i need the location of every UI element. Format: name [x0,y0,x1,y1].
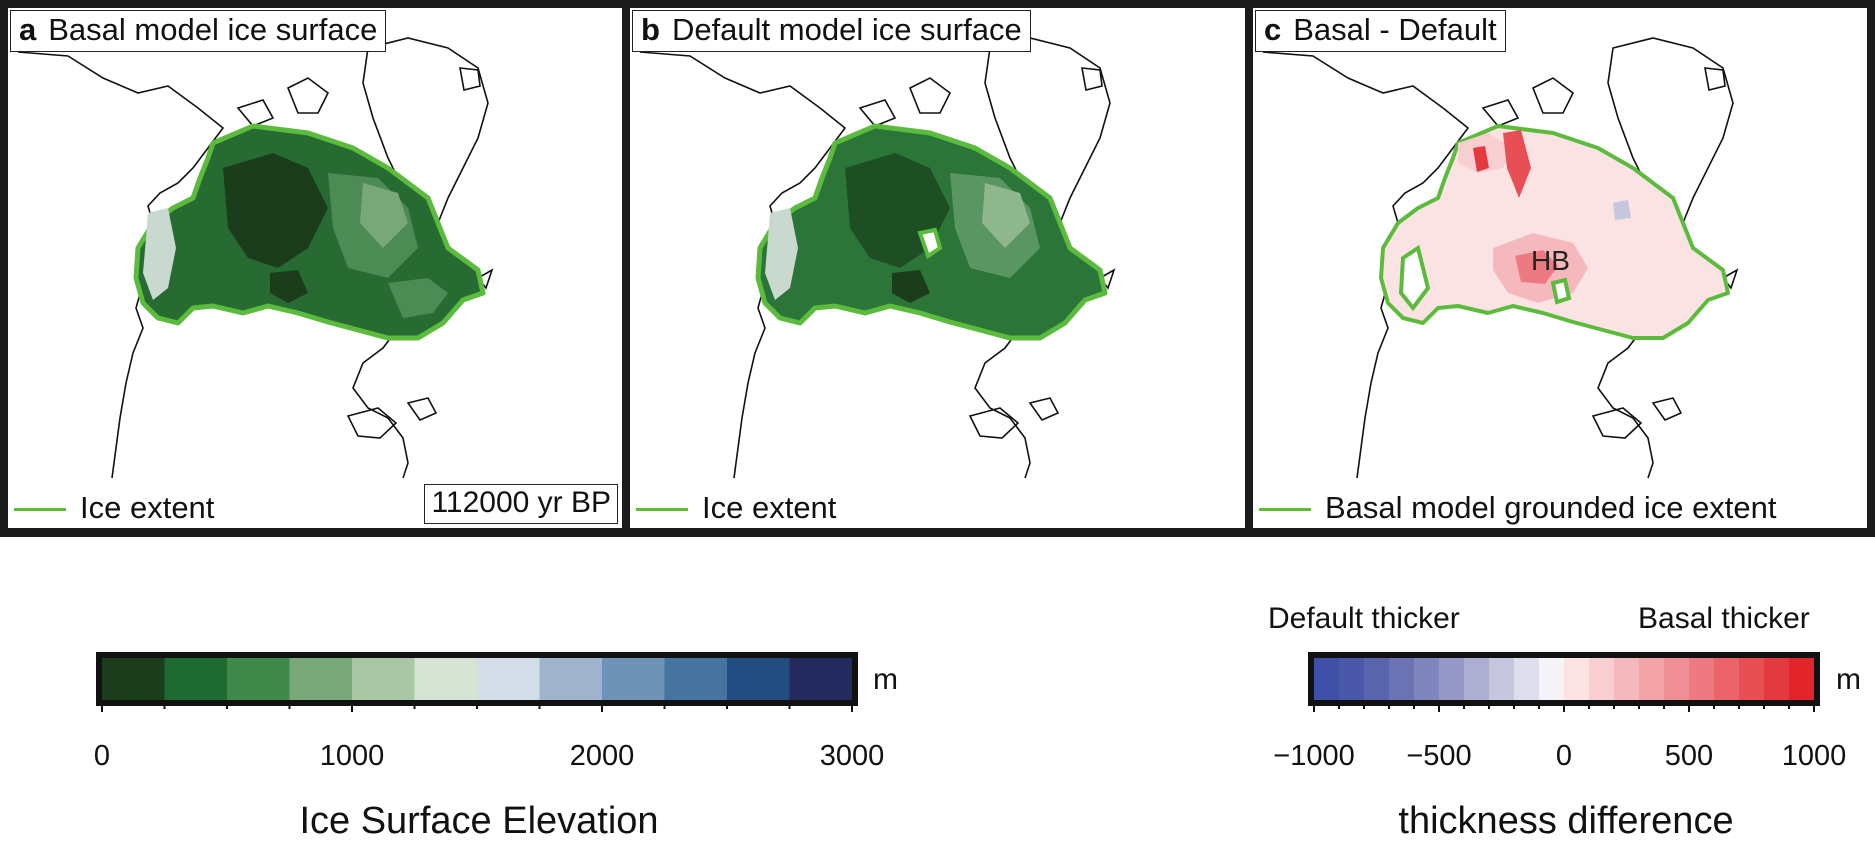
colorbar-swatch [727,658,791,700]
colorbar-swatch [1639,658,1665,700]
colorbar-swatch [1464,658,1490,700]
colorbar-swatch [1589,658,1615,700]
colorbar-swatch [227,658,291,700]
panel-b-default-surface: b Default model ice surface Ice extent [630,8,1245,528]
default-thicker-label: Default thicker [1268,602,1460,635]
difference-tick-label: 500 [1664,740,1714,772]
panel-c-title: c Basal - Default [1255,10,1506,52]
difference-unit: m [1836,663,1861,696]
colorbar-swatch [1539,658,1565,700]
difference-tick-label: 0 [1555,740,1573,772]
elevation-tick-label: 2000 [569,740,635,772]
colorbar-swatch [352,658,416,700]
colorbar-swatch [1714,658,1740,700]
colorbar-swatch [1564,658,1590,700]
panel-b-title: b Default model ice surface [632,10,1031,52]
map-default-surface [639,37,1116,479]
colorbar-swatch [1414,658,1440,700]
time-label: 112000 yr BP [424,484,618,524]
panel-a-legend: Ice extent [14,490,214,526]
difference-tick-label: −1000 [1273,740,1355,772]
colorbar-swatch [539,658,603,700]
panel-b-legend: Ice extent [636,490,836,526]
map-basal-surface [17,37,494,479]
colorbar-swatch [1439,658,1465,700]
colorbar-swatch [664,658,728,700]
colorbar-swatch [1489,658,1515,700]
colorbar-swatch [414,658,478,700]
elevation-colorbar [96,652,858,712]
panel-a-title: a Basal model ice surface [10,10,387,52]
panel-c-legend: Basal model grounded ice extent [1259,490,1777,526]
colorbar-swatch [1689,658,1715,700]
colorbar-swatch [1789,658,1815,700]
colorbar-swatch [1339,658,1365,700]
colorbar-swatch [789,658,853,700]
colorbar-swatch [102,658,166,700]
colorbar-swatch [164,658,228,700]
map-thickness-difference: HB [1262,37,1739,479]
colorbar-swatch [1389,658,1415,700]
colorbar-swatch [289,658,353,700]
difference-colorbar-title: thickness difference [1398,800,1734,842]
elevation-tick-label: 0 [93,740,111,772]
difference-tick-label: 1000 [1781,740,1847,772]
colorbar-swatch [1664,658,1690,700]
elevation-tick-label: 3000 [819,740,885,772]
colorbar-swatch [1514,658,1540,700]
elevation-colorbar-title: Ice Surface Elevation [299,800,659,842]
colorbar-swatch [1364,658,1390,700]
colorbar-swatch [477,658,541,700]
ice-extent-line-icon [14,508,66,512]
elevation-unit: m [873,663,898,696]
elevation-tick-label: 1000 [319,740,385,772]
difference-tick-label: −500 [1406,740,1472,772]
hb-label: HB [1531,245,1570,276]
colorbar-swatch [1614,658,1640,700]
basal-thicker-label: Basal thicker [1638,602,1810,635]
colorbar-swatch [1739,658,1765,700]
colorbar-swatch [602,658,666,700]
panel-a-basal-surface: a Basal model ice surface Ice extent 1120… [8,8,622,528]
colorbar-swatch [1314,658,1340,700]
ice-extent-line-icon [1259,508,1311,512]
ice-extent-line-icon [636,508,688,512]
panel-c-difference: HB c Basal - Default Basal model grounded… [1253,8,1867,528]
colorbar-swatch [1764,658,1790,700]
difference-colorbar [1308,652,1820,712]
